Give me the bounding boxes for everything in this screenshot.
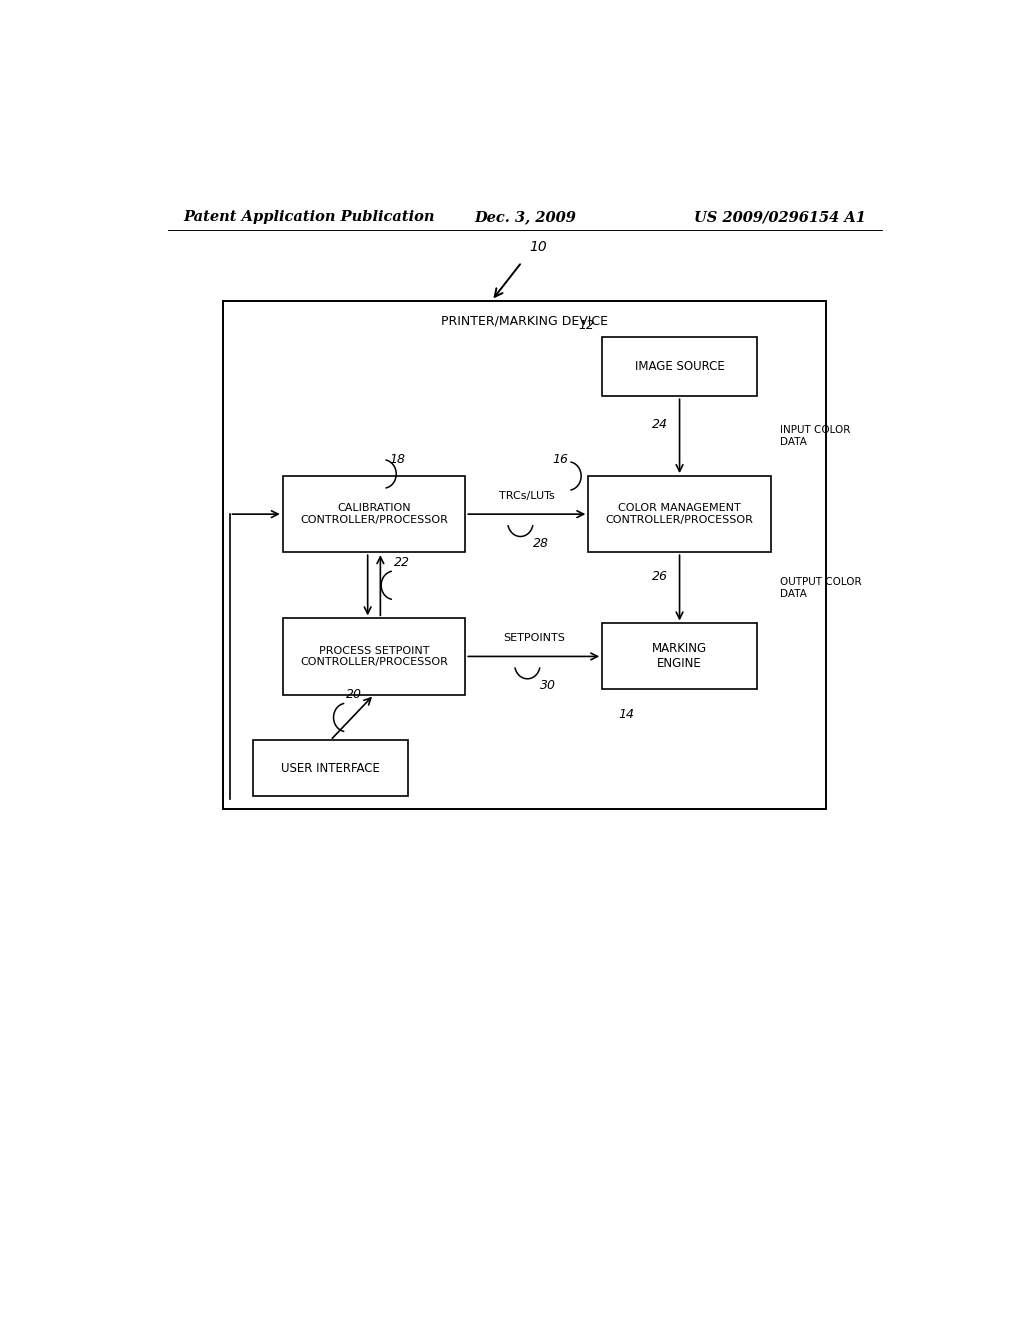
- Text: 10: 10: [529, 240, 548, 253]
- Text: TRCs/LUTs: TRCs/LUTs: [499, 491, 555, 500]
- Text: OUTPUT COLOR
DATA: OUTPUT COLOR DATA: [780, 577, 862, 599]
- Bar: [223, 301, 826, 809]
- Text: PRINTER/MARKING DEVICE: PRINTER/MARKING DEVICE: [441, 315, 608, 327]
- Bar: [602, 338, 757, 396]
- Text: PROCESS SETPOINT
CONTROLLER/PROCESSOR: PROCESS SETPOINT CONTROLLER/PROCESSOR: [300, 645, 447, 667]
- Text: Dec. 3, 2009: Dec. 3, 2009: [474, 210, 575, 224]
- Text: 24: 24: [651, 418, 668, 432]
- Text: IMAGE SOURCE: IMAGE SOURCE: [635, 360, 724, 374]
- Bar: [588, 477, 771, 552]
- Text: MARKING
ENGINE: MARKING ENGINE: [652, 643, 708, 671]
- Text: 20: 20: [346, 688, 362, 701]
- Text: 16: 16: [553, 453, 568, 466]
- Text: CALIBRATION
CONTROLLER/PROCESSOR: CALIBRATION CONTROLLER/PROCESSOR: [300, 503, 447, 525]
- Text: SETPOINTS: SETPOINTS: [503, 634, 564, 643]
- Text: 18: 18: [390, 453, 406, 466]
- Text: 12: 12: [579, 319, 594, 333]
- Text: Patent Application Publication: Patent Application Publication: [183, 210, 435, 224]
- Text: 14: 14: [618, 708, 634, 721]
- Text: USER INTERFACE: USER INTERFACE: [281, 762, 380, 775]
- Text: 28: 28: [534, 536, 549, 549]
- Text: INPUT COLOR
DATA: INPUT COLOR DATA: [780, 425, 851, 447]
- Bar: [283, 618, 465, 694]
- Bar: [253, 741, 408, 796]
- Bar: [602, 623, 757, 689]
- Bar: [283, 477, 465, 552]
- Text: 26: 26: [651, 570, 668, 582]
- Text: 22: 22: [394, 556, 410, 569]
- Text: COLOR MANAGEMENT
CONTROLLER/PROCESSOR: COLOR MANAGEMENT CONTROLLER/PROCESSOR: [605, 503, 754, 525]
- Text: US 2009/0296154 A1: US 2009/0296154 A1: [694, 210, 866, 224]
- Text: 30: 30: [540, 678, 556, 692]
